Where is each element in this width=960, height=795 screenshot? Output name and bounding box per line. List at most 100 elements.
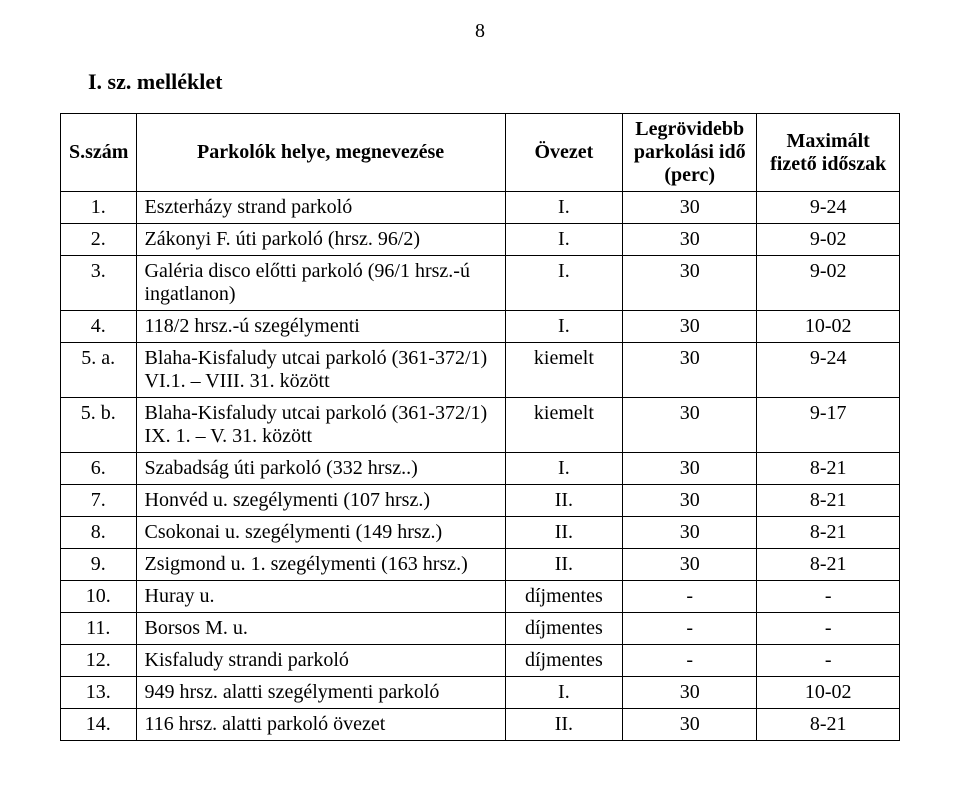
- cell-ovezet: díjmentes: [505, 645, 622, 677]
- cell-parkolasi-ido: 30: [623, 709, 757, 741]
- cell-parkolasi-ido: 30: [623, 398, 757, 453]
- table-row: 10.Huray u.díjmentes--: [61, 581, 900, 613]
- table-row: 14.116 hrsz. alatti parkoló övezetII.308…: [61, 709, 900, 741]
- cell-ovezet: I.: [505, 256, 622, 311]
- cell-megnevezes: 949 hrsz. alatti szegélymenti parkoló: [136, 677, 505, 709]
- table-row: 8.Csokonai u. szegélymenti (149 hrsz.)II…: [61, 517, 900, 549]
- table-row: 11.Borsos M. u.díjmentes--: [61, 613, 900, 645]
- cell-fizeto-idoszak: 8-21: [757, 453, 900, 485]
- cell-sorszam: 4.: [61, 311, 137, 343]
- cell-megnevezes: Huray u.: [136, 581, 505, 613]
- cell-ovezet: II.: [505, 549, 622, 581]
- cell-fizeto-idoszak: 8-21: [757, 709, 900, 741]
- table-row: 7.Honvéd u. szegélymenti (107 hrsz.)II.3…: [61, 485, 900, 517]
- cell-sorszam: 5. a.: [61, 343, 137, 398]
- cell-ovezet: I.: [505, 453, 622, 485]
- table-row: 12.Kisfaludy strandi parkolódíjmentes--: [61, 645, 900, 677]
- cell-megnevezes: Honvéd u. szegélymenti (107 hrsz.): [136, 485, 505, 517]
- cell-sorszam: 8.: [61, 517, 137, 549]
- cell-fizeto-idoszak: 9-17: [757, 398, 900, 453]
- cell-megnevezes: Borsos M. u.: [136, 613, 505, 645]
- cell-fizeto-idoszak: 10-02: [757, 677, 900, 709]
- cell-megnevezes: 118/2 hrsz.-ú szegélymenti: [136, 311, 505, 343]
- cell-sorszam: 1.: [61, 192, 137, 224]
- table-row: 9.Zsigmond u. 1. szegélymenti (163 hrsz.…: [61, 549, 900, 581]
- cell-megnevezes: Eszterházy strand parkoló: [136, 192, 505, 224]
- cell-parkolasi-ido: 30: [623, 517, 757, 549]
- cell-ovezet: I.: [505, 677, 622, 709]
- cell-ovezet: díjmentes: [505, 581, 622, 613]
- cell-megnevezes: Blaha-Kisfaludy utcai parkoló (361-372/1…: [136, 343, 505, 398]
- cell-parkolasi-ido: 30: [623, 343, 757, 398]
- cell-ovezet: díjmentes: [505, 613, 622, 645]
- table-row: 2.Zákonyi F. úti parkoló (hrsz. 96/2)I.3…: [61, 224, 900, 256]
- cell-fizeto-idoszak: 9-24: [757, 343, 900, 398]
- table-row: 4.118/2 hrsz.-ú szegélymentiI.3010-02: [61, 311, 900, 343]
- cell-parkolasi-ido: 30: [623, 453, 757, 485]
- cell-sorszam: 6.: [61, 453, 137, 485]
- header-megnevezes: Parkolók helye, megnevezése: [136, 114, 505, 192]
- cell-fizeto-idoszak: -: [757, 581, 900, 613]
- cell-sorszam: 13.: [61, 677, 137, 709]
- cell-ovezet: II.: [505, 709, 622, 741]
- cell-ovezet: I.: [505, 224, 622, 256]
- cell-megnevezes: Zsigmond u. 1. szegélymenti (163 hrsz.): [136, 549, 505, 581]
- table-row: 13.949 hrsz. alatti szegélymenti parkoló…: [61, 677, 900, 709]
- table-row: 6.Szabadság úti parkoló (332 hrsz..)I.30…: [61, 453, 900, 485]
- header-ovezet: Övezet: [505, 114, 622, 192]
- cell-parkolasi-ido: 30: [623, 192, 757, 224]
- cell-megnevezes: Kisfaludy strandi parkoló: [136, 645, 505, 677]
- table-body: 1.Eszterházy strand parkolóI.309-242.Zák…: [61, 192, 900, 741]
- table-row: 3.Galéria disco előtti parkoló (96/1 hrs…: [61, 256, 900, 311]
- cell-fizeto-idoszak: 8-21: [757, 485, 900, 517]
- cell-megnevezes: 116 hrsz. alatti parkoló övezet: [136, 709, 505, 741]
- cell-sorszam: 7.: [61, 485, 137, 517]
- cell-fizeto-idoszak: -: [757, 645, 900, 677]
- cell-fizeto-idoszak: 8-21: [757, 517, 900, 549]
- cell-sorszam: 9.: [61, 549, 137, 581]
- cell-parkolasi-ido: -: [623, 581, 757, 613]
- cell-sorszam: 14.: [61, 709, 137, 741]
- cell-parkolasi-ido: 30: [623, 677, 757, 709]
- cell-ovezet: I.: [505, 192, 622, 224]
- table-row: 5. a.Blaha-Kisfaludy utcai parkoló (361-…: [61, 343, 900, 398]
- cell-fizeto-idoszak: 9-02: [757, 224, 900, 256]
- cell-fizeto-idoszak: -: [757, 613, 900, 645]
- table-row: 5. b.Blaha-Kisfaludy utcai parkoló (361-…: [61, 398, 900, 453]
- cell-parkolasi-ido: 30: [623, 256, 757, 311]
- cell-megnevezes: Csokonai u. szegélymenti (149 hrsz.): [136, 517, 505, 549]
- cell-megnevezes: Blaha-Kisfaludy utcai parkoló (361-372/1…: [136, 398, 505, 453]
- cell-sorszam: 2.: [61, 224, 137, 256]
- cell-parkolasi-ido: -: [623, 645, 757, 677]
- cell-sorszam: 3.: [61, 256, 137, 311]
- cell-fizeto-idoszak: 9-24: [757, 192, 900, 224]
- cell-megnevezes: Galéria disco előtti parkoló (96/1 hrsz.…: [136, 256, 505, 311]
- attachment-title: I. sz. melléklet: [88, 69, 900, 95]
- header-fizeto-idoszak: Maximált fizető időszak: [757, 114, 900, 192]
- cell-sorszam: 11.: [61, 613, 137, 645]
- cell-parkolasi-ido: 30: [623, 485, 757, 517]
- cell-sorszam: 5. b.: [61, 398, 137, 453]
- cell-ovezet: II.: [505, 485, 622, 517]
- cell-sorszam: 10.: [61, 581, 137, 613]
- cell-megnevezes: Zákonyi F. úti parkoló (hrsz. 96/2): [136, 224, 505, 256]
- cell-fizeto-idoszak: 9-02: [757, 256, 900, 311]
- page-number: 8: [60, 20, 900, 43]
- header-parkolasi-ido: Legrövidebb parkolási idő (perc): [623, 114, 757, 192]
- cell-fizeto-idoszak: 8-21: [757, 549, 900, 581]
- cell-fizeto-idoszak: 10-02: [757, 311, 900, 343]
- cell-ovezet: I.: [505, 311, 622, 343]
- cell-parkolasi-ido: 30: [623, 311, 757, 343]
- page-container: 8 I. sz. melléklet S.szám Parkolók helye…: [0, 0, 960, 795]
- cell-ovezet: kiemelt: [505, 343, 622, 398]
- cell-megnevezes: Szabadság úti parkoló (332 hrsz..): [136, 453, 505, 485]
- cell-ovezet: II.: [505, 517, 622, 549]
- cell-parkolasi-ido: 30: [623, 224, 757, 256]
- header-sorszam: S.szám: [61, 114, 137, 192]
- cell-parkolasi-ido: -: [623, 613, 757, 645]
- table-header-row: S.szám Parkolók helye, megnevezése Öveze…: [61, 114, 900, 192]
- parking-table: S.szám Parkolók helye, megnevezése Öveze…: [60, 113, 900, 741]
- cell-parkolasi-ido: 30: [623, 549, 757, 581]
- table-row: 1.Eszterházy strand parkolóI.309-24: [61, 192, 900, 224]
- cell-sorszam: 12.: [61, 645, 137, 677]
